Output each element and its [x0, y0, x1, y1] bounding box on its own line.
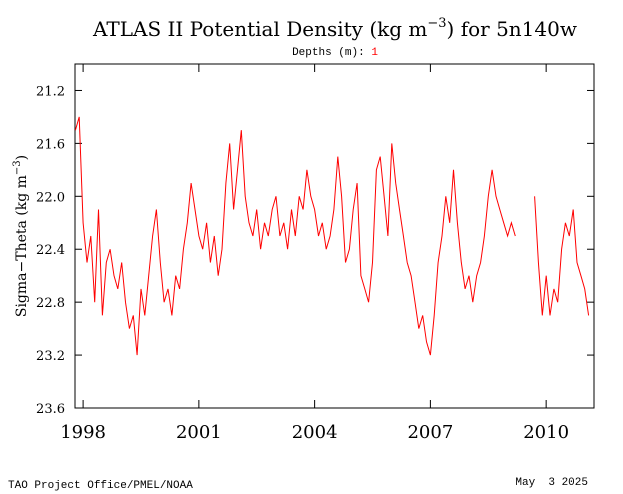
plot-frame [74, 63, 595, 409]
footer-right: May 3 2025 [515, 477, 588, 489]
chart-title: ATLAS II Potential Density (kg m−3) for … [92, 16, 577, 41]
x-tick-label: 2010 [523, 422, 569, 443]
y-tick-label: 23.2 [36, 349, 65, 364]
y-tick-label: 23.6 [36, 402, 65, 417]
data-line [74, 116, 590, 356]
y-axis-label: Sigma−Theta (kg m−3) [12, 155, 30, 317]
y-tick-label: 22.4 [36, 243, 65, 258]
y-tick-label: 22.0 [36, 190, 65, 205]
x-tick-label: 2007 [407, 422, 453, 443]
x-tick-label: 2004 [292, 422, 338, 443]
subtitle: Depths (m): 1 [292, 47, 378, 59]
y-tick-label: 22.8 [36, 296, 65, 311]
footer-left: TAO Project Office/PMEL/NOAA [8, 480, 193, 492]
x-tick-label: 2001 [176, 422, 222, 443]
x-tick-label: 1998 [60, 422, 106, 443]
y-tick-label: 21.2 [36, 84, 65, 99]
y-tick-label: 21.6 [36, 137, 65, 152]
